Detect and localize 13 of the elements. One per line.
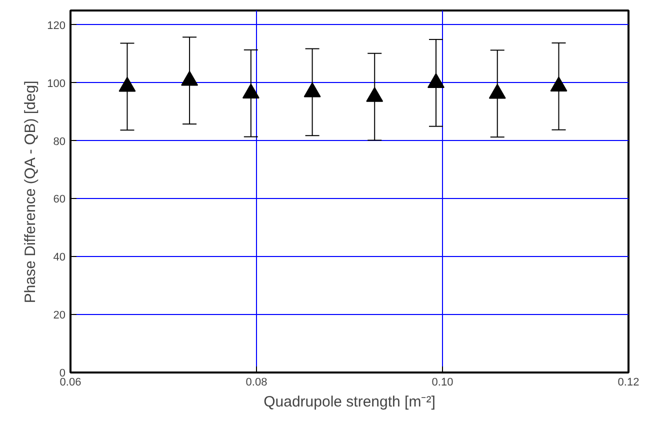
y-tick-label: 100 <box>47 78 66 90</box>
y-tick-label: 40 <box>53 252 66 264</box>
x-axis-title: Quadrupole strength [m⁻²] <box>264 394 436 410</box>
y-tick-label: 120 <box>47 20 66 32</box>
y-tick-label: 80 <box>53 136 66 148</box>
x-tick-label: 0.08 <box>246 376 268 388</box>
y-tick-label: 20 <box>53 310 66 322</box>
x-tick-label: 0.10 <box>432 376 454 388</box>
x-tick-label: 0.12 <box>618 376 640 388</box>
y-tick-label: 0 <box>59 368 66 380</box>
y-axis-title: Phase Difference (QA - QB) [deg] <box>22 80 40 304</box>
x-tick-label: 0.06 <box>60 376 82 388</box>
y-tick-label: 60 <box>53 194 66 206</box>
